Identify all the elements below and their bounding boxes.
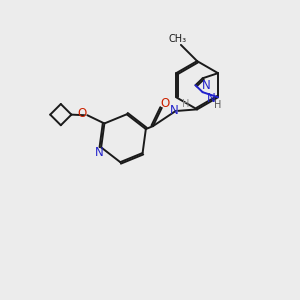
Text: O: O [77,107,87,120]
Text: N: N [169,104,178,117]
Text: O: O [161,97,170,110]
Text: N: N [207,92,216,105]
Text: CH₃: CH₃ [169,34,187,44]
Text: N: N [95,146,104,159]
Text: H: H [214,100,222,110]
Text: H: H [182,99,190,110]
Text: N: N [202,79,211,92]
